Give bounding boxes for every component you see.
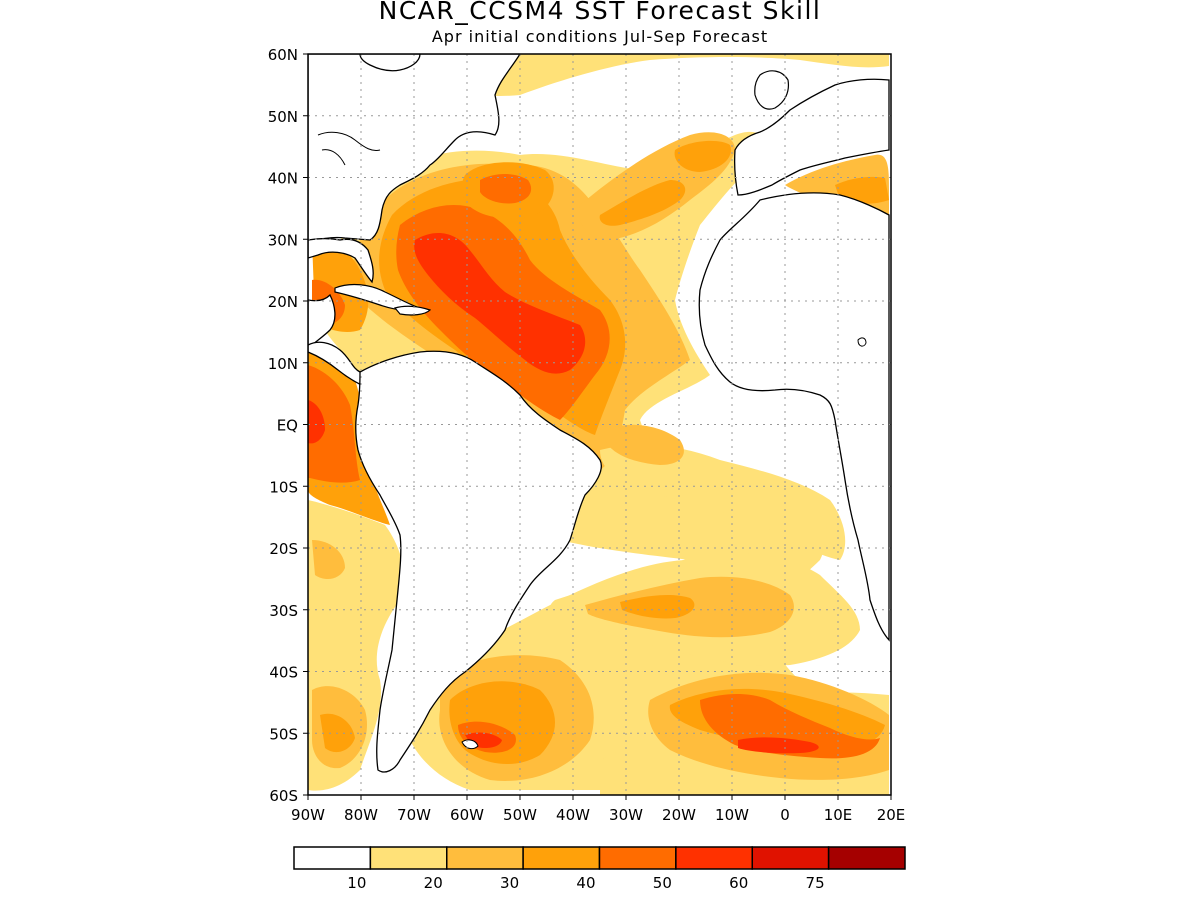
colorbar-swatch bbox=[675, 846, 753, 870]
x-tick-label: 50W bbox=[503, 806, 537, 824]
y-tick-label: 30N bbox=[268, 231, 298, 249]
x-tick-label: 70W bbox=[397, 806, 431, 824]
x-tick-label: 20W bbox=[662, 806, 696, 824]
colorbar-label: 30 bbox=[500, 874, 519, 892]
y-axis-ticks: 60N 50N 40N 30N 20N 10N EQ 10S 20S 30S 40S 50S 60S bbox=[268, 46, 308, 805]
y-tick-label: 20N bbox=[268, 293, 298, 311]
colorbar-swatch bbox=[369, 846, 448, 870]
colorbar-swatch bbox=[446, 846, 524, 870]
y-tick-label: 10N bbox=[268, 355, 298, 373]
colorbar-swatch bbox=[598, 846, 677, 870]
x-tick-label: 40W bbox=[556, 806, 590, 824]
skill-region bbox=[605, 424, 684, 465]
africa-land bbox=[698, 192, 890, 642]
colorbar-label: 20 bbox=[424, 874, 443, 892]
colorbar-swatch bbox=[751, 846, 830, 870]
x-tick-label: 60W bbox=[450, 806, 484, 824]
x-tick-label: 10W bbox=[715, 806, 749, 824]
skill-region bbox=[308, 365, 360, 483]
south-america-land bbox=[355, 350, 602, 773]
y-tick-label: 60N bbox=[268, 46, 298, 64]
colorbar-label: 10 bbox=[347, 874, 366, 892]
y-tick-label: 10S bbox=[269, 478, 298, 496]
europe-land bbox=[733, 78, 890, 196]
colorbar-label: 50 bbox=[653, 874, 672, 892]
colorbar-label: 40 bbox=[576, 874, 595, 892]
skill-region bbox=[620, 595, 695, 619]
x-tick-label: 20E bbox=[877, 806, 906, 824]
x-tick-label: 30W bbox=[609, 806, 643, 824]
greenland-land bbox=[359, 54, 421, 72]
great-lakes bbox=[317, 131, 381, 166]
x-axis-ticks: 90W 80W 70W 60W 50W 40W 30W 20W 10W 0 10E 20E bbox=[291, 795, 905, 824]
british-isles bbox=[754, 70, 790, 110]
x-tick-label: 0 bbox=[780, 806, 790, 824]
skill-region bbox=[480, 174, 532, 204]
y-tick-label: 20S bbox=[269, 540, 298, 558]
falkland-islands bbox=[461, 739, 479, 750]
skill-region bbox=[308, 400, 325, 444]
central-america-land bbox=[308, 293, 336, 346]
skill-region bbox=[414, 233, 586, 374]
chart-title: NCAR_CCSM4 SST Forecast Skill bbox=[378, 0, 822, 25]
colorbar-swatch bbox=[522, 846, 601, 870]
x-tick-label: 80W bbox=[344, 806, 378, 824]
colorbar-label: 75 bbox=[806, 874, 825, 892]
colorbar-label: 60 bbox=[729, 874, 748, 892]
map-grid bbox=[308, 54, 891, 795]
x-tick-label: 10E bbox=[824, 806, 853, 824]
y-tick-label: EQ bbox=[277, 417, 298, 435]
colorbar-swatch bbox=[293, 846, 372, 870]
y-tick-label: 60S bbox=[269, 787, 298, 805]
y-tick-label: 50N bbox=[268, 108, 298, 126]
chart-subtitle: Apr initial conditions Jul-Sep Forecast bbox=[431, 27, 769, 46]
colorbar-swatch bbox=[827, 846, 906, 870]
hispaniola-island bbox=[393, 305, 432, 316]
skill-region bbox=[312, 540, 345, 580]
y-tick-label: 50S bbox=[269, 725, 298, 743]
y-tick-label: 30S bbox=[269, 602, 298, 620]
skill-region bbox=[599, 180, 686, 226]
x-tick-label: 90W bbox=[291, 806, 325, 824]
skill-shading bbox=[308, 54, 889, 795]
florida-land bbox=[308, 237, 374, 284]
island bbox=[857, 337, 867, 347]
skill-region bbox=[600, 444, 846, 560]
y-tick-label: 40S bbox=[269, 664, 298, 682]
y-tick-label: 40N bbox=[268, 170, 298, 188]
colorbar: 10 20 30 40 50 60 75 bbox=[293, 846, 906, 892]
skill-region bbox=[674, 140, 731, 172]
skill-region bbox=[738, 737, 819, 754]
